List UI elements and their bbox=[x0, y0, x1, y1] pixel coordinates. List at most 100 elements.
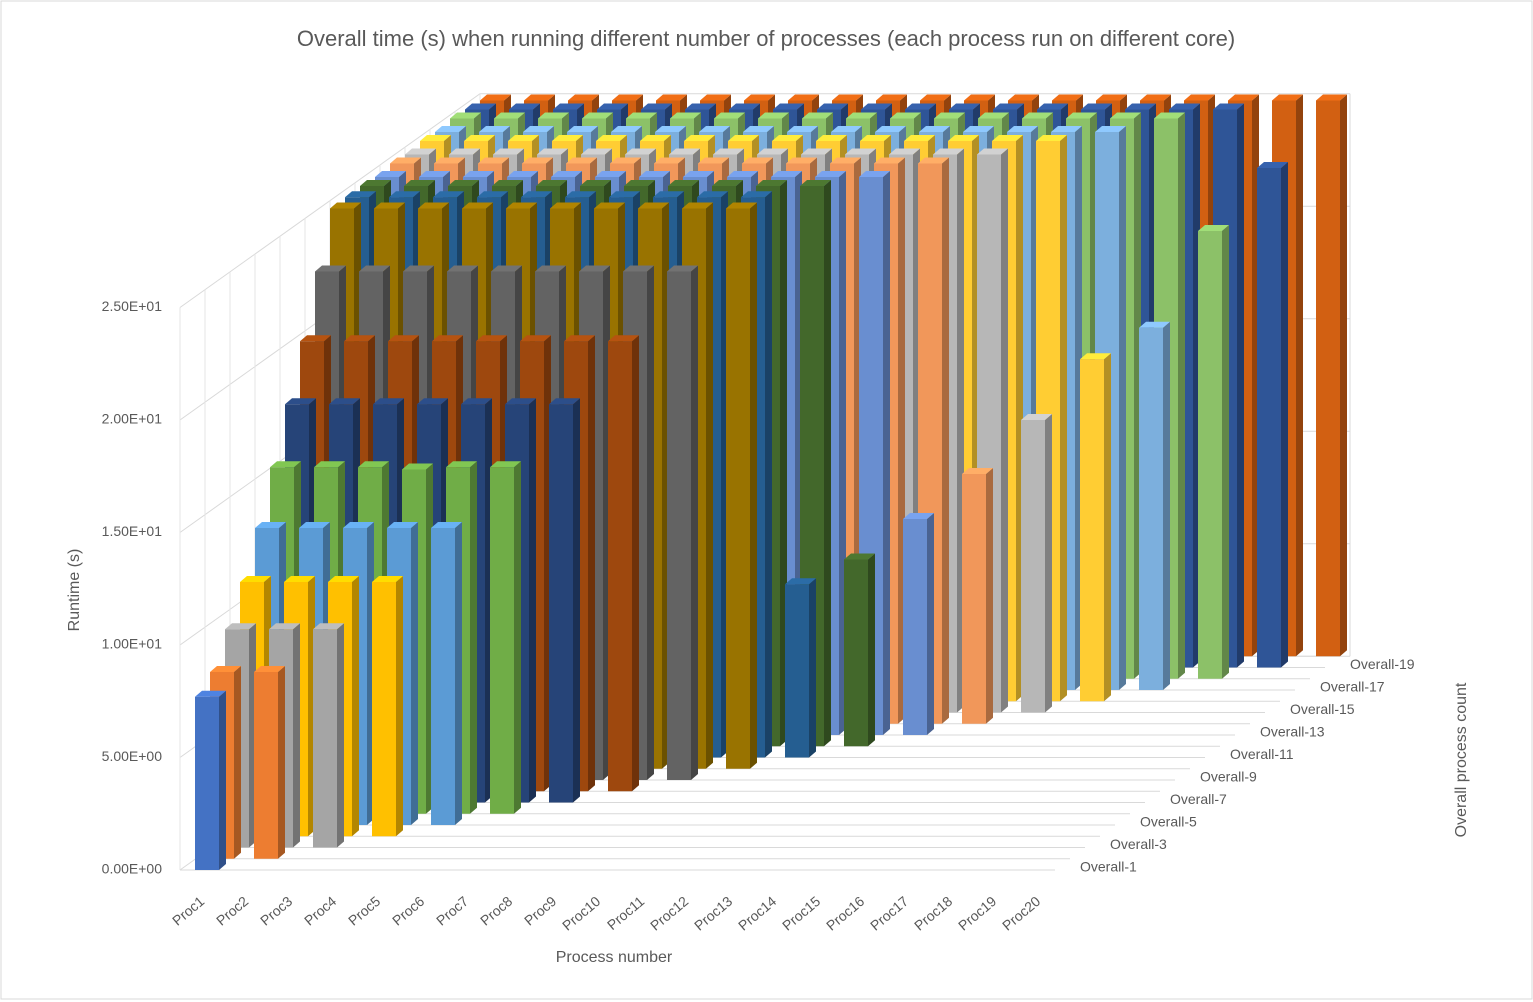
bar-side bbox=[1296, 94, 1303, 657]
bar-top bbox=[684, 135, 715, 141]
bar bbox=[490, 461, 521, 814]
bar-top bbox=[403, 265, 434, 272]
bar-top bbox=[890, 112, 921, 119]
bar-top bbox=[1008, 94, 1039, 101]
bar-top bbox=[343, 522, 374, 528]
bar-side bbox=[942, 157, 949, 724]
bar-top bbox=[654, 157, 685, 164]
bar-side bbox=[1119, 126, 1126, 690]
bar-top bbox=[553, 103, 584, 110]
bar-top bbox=[434, 157, 465, 164]
bar-top bbox=[490, 461, 521, 468]
bar-top bbox=[639, 171, 670, 177]
bar-top bbox=[933, 148, 964, 155]
bar-top bbox=[700, 94, 731, 101]
bar-top bbox=[977, 148, 1008, 155]
bar-top bbox=[432, 335, 463, 342]
bar-top bbox=[608, 335, 639, 342]
bar-top bbox=[729, 103, 760, 110]
bar-top bbox=[903, 513, 934, 519]
bar-side bbox=[1340, 94, 1347, 657]
bar-front bbox=[962, 474, 986, 724]
bar-top bbox=[565, 191, 596, 198]
bar-top bbox=[772, 135, 803, 141]
bar bbox=[313, 623, 344, 848]
bar-top bbox=[358, 461, 389, 468]
depth-axis-title: Overall process count bbox=[1453, 682, 1470, 837]
bar-top bbox=[433, 191, 464, 198]
bar-top bbox=[771, 171, 802, 177]
bar-top bbox=[594, 202, 625, 209]
bar-side bbox=[234, 666, 241, 859]
depth-tick-label: Overall-3 bbox=[1110, 836, 1167, 852]
bar-top bbox=[581, 148, 612, 155]
bar-top bbox=[254, 666, 285, 672]
bar-top bbox=[390, 157, 421, 164]
bar-top bbox=[568, 94, 599, 101]
bar-top bbox=[492, 180, 523, 186]
bar-top bbox=[597, 103, 628, 110]
bar-front bbox=[1257, 168, 1281, 668]
bar-front bbox=[844, 559, 868, 747]
bar-top bbox=[861, 103, 892, 110]
bar-top bbox=[1022, 112, 1053, 119]
bar-top bbox=[1036, 135, 1067, 141]
bar-front bbox=[1021, 420, 1045, 713]
bar-top bbox=[859, 171, 890, 177]
bar-top bbox=[523, 126, 554, 132]
bar-side bbox=[352, 576, 359, 837]
bar-side bbox=[396, 576, 403, 837]
bar-top bbox=[270, 461, 301, 468]
bar bbox=[195, 690, 226, 870]
bar-side bbox=[1060, 135, 1067, 702]
bar-side bbox=[1163, 321, 1170, 690]
bar-top bbox=[538, 112, 569, 119]
bar bbox=[667, 265, 698, 780]
bar-top bbox=[949, 103, 980, 110]
bar-side bbox=[1178, 112, 1185, 679]
bar-top bbox=[389, 191, 420, 198]
bar-top bbox=[388, 335, 419, 342]
bar-top bbox=[918, 157, 949, 164]
bar-front bbox=[549, 404, 573, 803]
bar-top bbox=[507, 171, 538, 177]
bar-top bbox=[404, 180, 435, 186]
bar-top bbox=[978, 112, 1009, 119]
bar-top bbox=[328, 576, 359, 582]
bar-top bbox=[714, 112, 745, 119]
bar-side bbox=[219, 690, 226, 870]
bar-top bbox=[610, 157, 641, 164]
bar-top bbox=[773, 103, 804, 110]
bar-top bbox=[449, 148, 480, 155]
bar-top bbox=[756, 180, 787, 186]
bar-side bbox=[765, 191, 772, 758]
chart-title: Overall time (s) when running different … bbox=[297, 26, 1235, 51]
bar-top bbox=[641, 103, 672, 110]
bar-top bbox=[344, 335, 375, 342]
bar bbox=[1198, 225, 1229, 679]
bar bbox=[1021, 414, 1052, 713]
bar-top bbox=[817, 103, 848, 110]
bar-top bbox=[360, 180, 391, 186]
bar-front bbox=[254, 672, 278, 859]
bar bbox=[844, 553, 875, 747]
bar-top bbox=[713, 148, 744, 155]
bar-top bbox=[285, 398, 316, 405]
bar-top bbox=[712, 180, 743, 186]
bar-top bbox=[992, 135, 1023, 141]
bar-top bbox=[611, 126, 642, 132]
depth-tick-label: Overall-1 bbox=[1080, 859, 1137, 875]
bar-top bbox=[742, 157, 773, 164]
bar-top bbox=[240, 576, 271, 582]
bar-front bbox=[1139, 327, 1163, 690]
bar-side bbox=[824, 180, 831, 747]
bar-side bbox=[470, 461, 477, 814]
bar-top bbox=[374, 202, 405, 209]
bar-top bbox=[300, 335, 331, 342]
bar-top bbox=[1198, 225, 1229, 231]
bar-top bbox=[579, 265, 610, 272]
bar-top bbox=[1021, 414, 1052, 420]
bar-side bbox=[337, 623, 344, 848]
bar-top bbox=[668, 180, 699, 186]
bar-top bbox=[506, 202, 537, 209]
